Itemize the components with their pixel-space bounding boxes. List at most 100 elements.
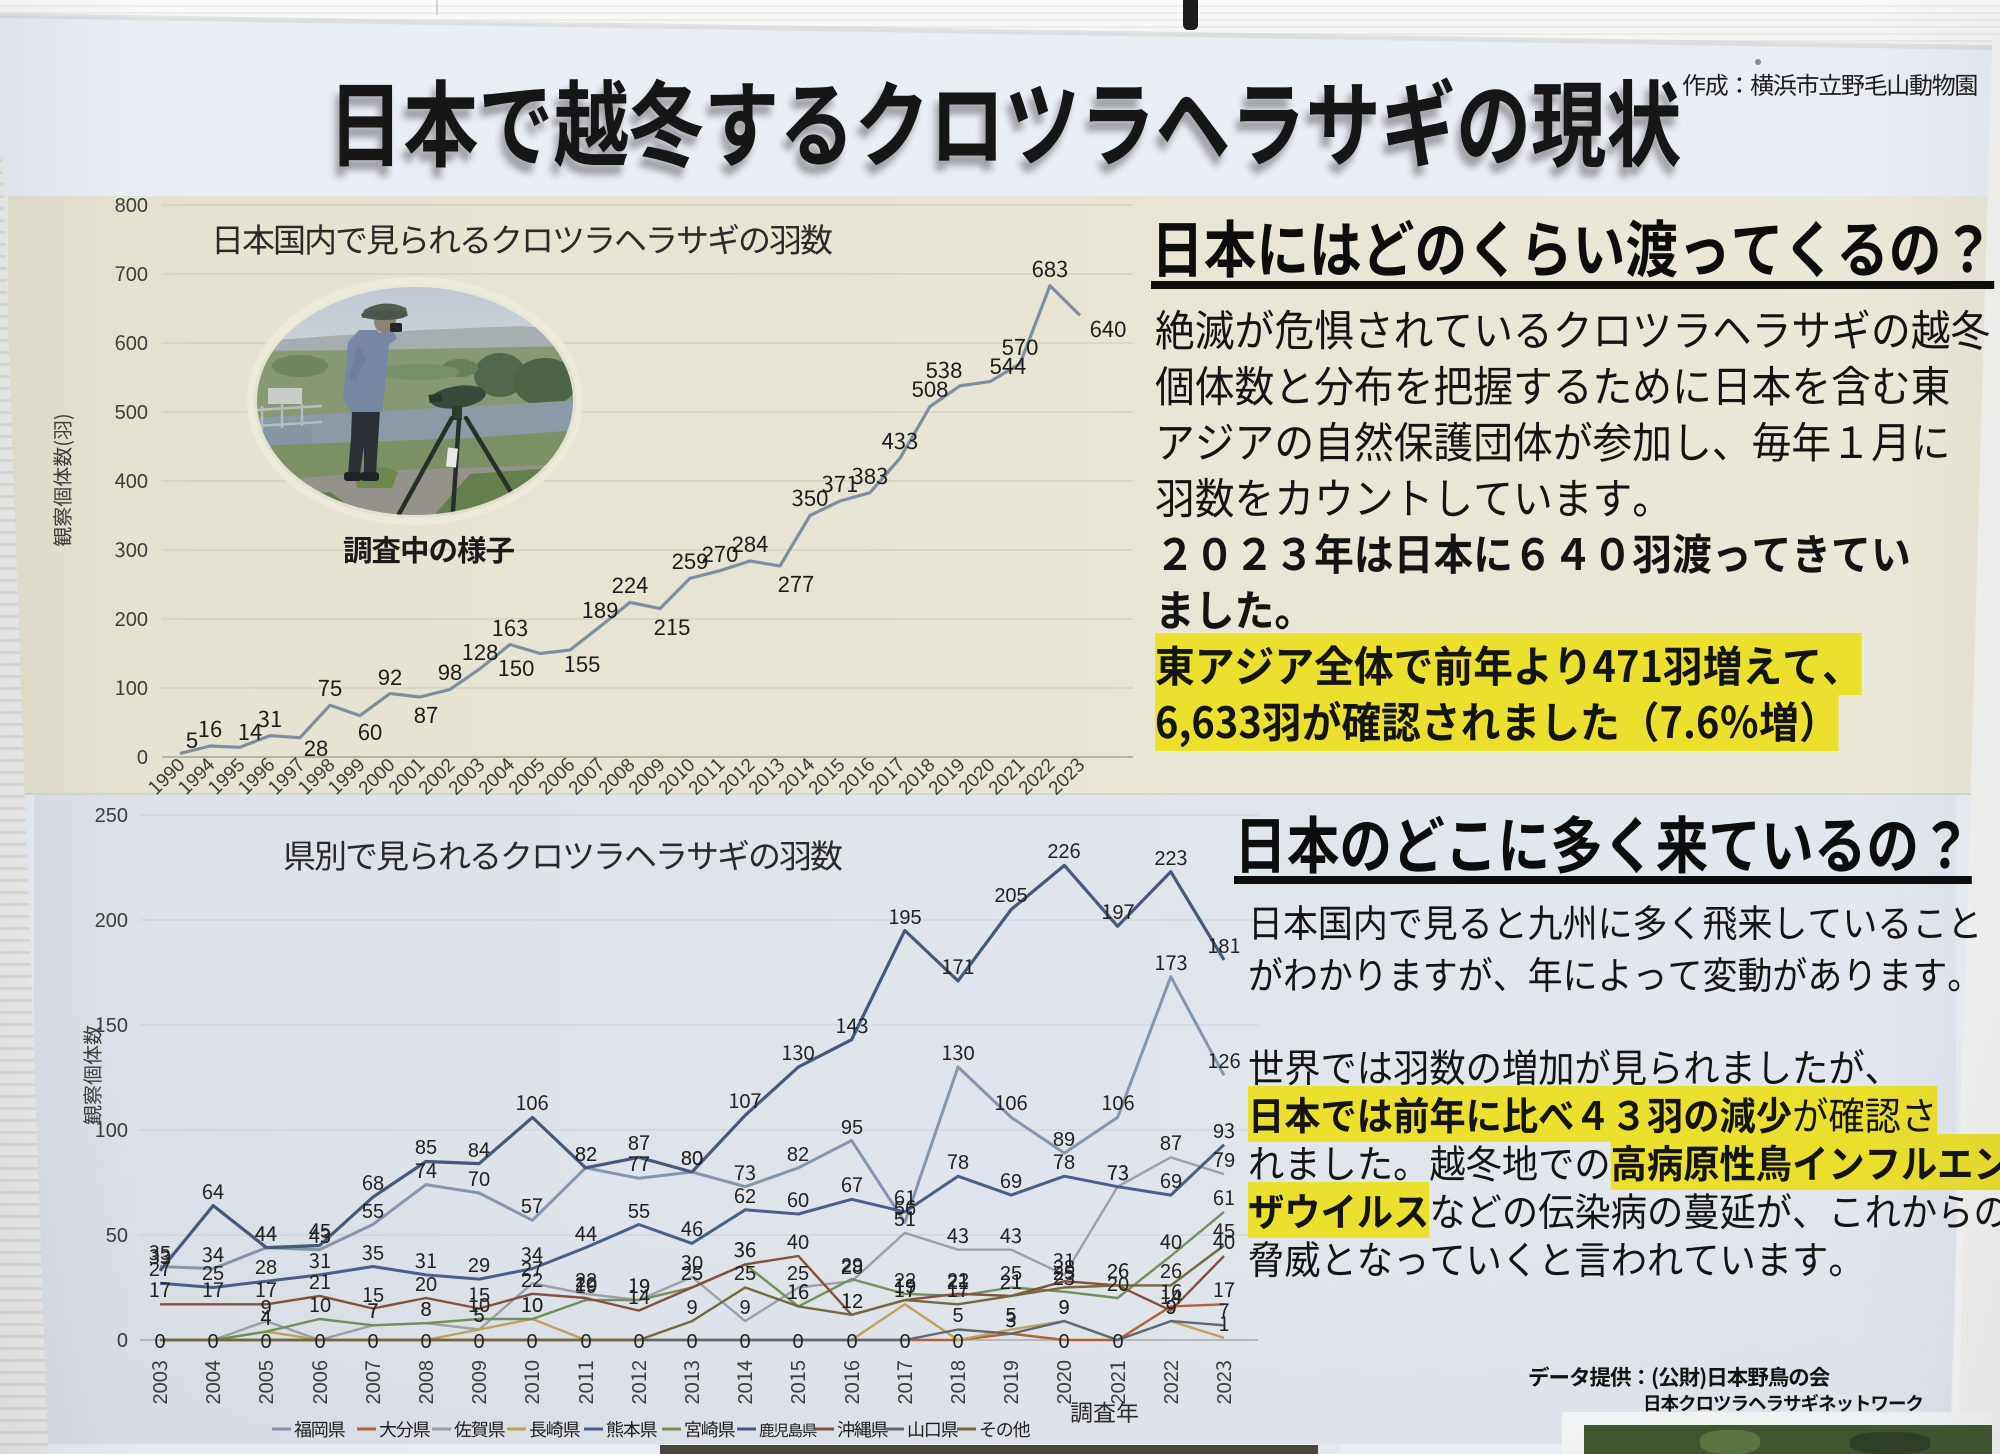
svg-text:31: 31: [258, 702, 282, 734]
svg-text:173: 173: [1154, 947, 1187, 976]
svg-text:28: 28: [1053, 1251, 1075, 1280]
svg-text:15: 15: [468, 1279, 490, 1308]
svg-text:64: 64: [202, 1176, 224, 1205]
svg-text:25: 25: [1053, 1257, 1075, 1286]
svg-text:73: 73: [1107, 1157, 1129, 1186]
svg-text:82: 82: [575, 1138, 597, 1167]
svg-text:36: 36: [734, 1234, 756, 1263]
svg-text:56: 56: [894, 1192, 916, 1221]
svg-text:640: 640: [1090, 312, 1127, 344]
svg-text:600: 600: [115, 327, 148, 356]
svg-text:20: 20: [1107, 1268, 1129, 1297]
svg-text:89: 89: [1053, 1123, 1075, 1152]
svg-text:55: 55: [628, 1195, 650, 1224]
svg-text:9: 9: [739, 1291, 750, 1320]
svg-text:0: 0: [526, 1325, 537, 1354]
svg-text:21: 21: [947, 1266, 969, 1295]
svg-text:2017: 2017: [889, 1360, 918, 1404]
svg-text:75: 75: [318, 671, 342, 703]
svg-text:17: 17: [947, 1274, 969, 1303]
svg-text:22: 22: [947, 1264, 969, 1293]
svg-text:250: 250: [95, 799, 128, 828]
svg-text:2016: 2016: [836, 1360, 865, 1404]
svg-text:84: 84: [468, 1134, 490, 1163]
svg-text:10: 10: [521, 1289, 543, 1318]
svg-text:12: 12: [841, 1285, 863, 1314]
svg-text:山口県: 山口県: [907, 1416, 959, 1442]
svg-text:80: 80: [681, 1142, 703, 1171]
svg-text:31: 31: [1053, 1245, 1075, 1274]
svg-text:106: 106: [515, 1087, 548, 1116]
svg-text:28: 28: [841, 1251, 863, 1280]
svg-text:0: 0: [207, 1325, 218, 1354]
svg-text:29: 29: [841, 1249, 863, 1278]
svg-text:224: 224: [612, 568, 649, 600]
svg-text:36: 36: [734, 1234, 756, 1263]
svg-text:77: 77: [628, 1148, 650, 1177]
svg-text:61: 61: [894, 1182, 916, 1211]
svg-text:0: 0: [899, 1325, 910, 1354]
svg-text:78: 78: [1053, 1146, 1075, 1175]
svg-text:2021: 2021: [1102, 1360, 1131, 1404]
svg-text:43: 43: [1000, 1220, 1022, 1249]
svg-text:8: 8: [420, 1293, 431, 1322]
svg-text:2011: 2011: [570, 1360, 599, 1404]
svg-text:143: 143: [835, 1010, 868, 1039]
svg-text:22: 22: [575, 1264, 597, 1293]
svg-text:19: 19: [894, 1270, 916, 1299]
svg-text:0: 0: [260, 1325, 271, 1354]
svg-text:調査年: 調査年: [1070, 1394, 1139, 1428]
svg-text:沖縄県: 沖縄県: [837, 1416, 889, 1442]
svg-text:538: 538: [926, 353, 963, 385]
svg-text:26: 26: [1107, 1255, 1129, 1284]
svg-text:25: 25: [787, 1257, 809, 1286]
svg-text:69: 69: [1000, 1165, 1022, 1194]
svg-text:130: 130: [941, 1037, 974, 1066]
svg-text:155: 155: [564, 647, 601, 679]
svg-text:9: 9: [1165, 1291, 1176, 1320]
svg-text:69: 69: [1160, 1165, 1182, 1194]
svg-text:観察個体数: 観察個体数: [77, 1025, 106, 1125]
svg-text:215: 215: [654, 610, 691, 642]
svg-text:2018: 2018: [942, 1360, 971, 1404]
svg-text:21: 21: [309, 1266, 331, 1295]
svg-text:2015: 2015: [782, 1360, 811, 1404]
svg-text:2023: 2023: [1208, 1360, 1237, 1404]
svg-text:33: 33: [149, 1241, 171, 1270]
svg-text:26: 26: [1107, 1255, 1129, 1284]
svg-text:14: 14: [1160, 1281, 1182, 1310]
svg-text:28: 28: [304, 731, 328, 763]
svg-text:62: 62: [734, 1180, 756, 1209]
svg-text:35: 35: [362, 1237, 384, 1266]
svg-text:2007: 2007: [357, 1360, 386, 1404]
svg-text:20: 20: [415, 1268, 437, 1297]
svg-text:85: 85: [415, 1131, 437, 1160]
svg-text:25: 25: [1000, 1257, 1022, 1286]
svg-text:25: 25: [734, 1257, 756, 1286]
svg-text:2013: 2013: [676, 1360, 705, 1404]
svg-text:277: 277: [778, 567, 815, 599]
svg-text:800: 800: [115, 189, 148, 218]
svg-text:400: 400: [115, 465, 148, 494]
svg-text:200: 200: [115, 603, 148, 632]
svg-text:60: 60: [787, 1184, 809, 1213]
svg-text:観察個体数(羽): 観察個体数(羽): [47, 413, 76, 547]
svg-text:205: 205: [994, 879, 1027, 908]
svg-text:14: 14: [238, 715, 262, 747]
svg-text:1: 1: [1218, 1308, 1229, 1337]
svg-text:2006: 2006: [304, 1360, 333, 1404]
svg-text:226: 226: [1047, 835, 1080, 864]
svg-text:70: 70: [468, 1163, 490, 1192]
svg-text:日本国内で見られるクロツラヘラサギの羽数: 日本国内で見られるクロツラヘラサギの羽数: [211, 214, 832, 262]
svg-text:3: 3: [1005, 1304, 1016, 1333]
svg-text:508: 508: [912, 372, 949, 404]
svg-text:100: 100: [115, 672, 148, 701]
svg-text:73: 73: [734, 1157, 756, 1186]
svg-text:51: 51: [894, 1203, 916, 1232]
svg-text:4: 4: [260, 1302, 271, 1331]
svg-text:57: 57: [521, 1190, 543, 1219]
svg-text:350: 350: [792, 481, 829, 513]
svg-text:0: 0: [792, 1325, 803, 1354]
svg-text:鹿児島県: 鹿児島県: [759, 1419, 817, 1441]
svg-text:106: 106: [994, 1087, 1027, 1116]
